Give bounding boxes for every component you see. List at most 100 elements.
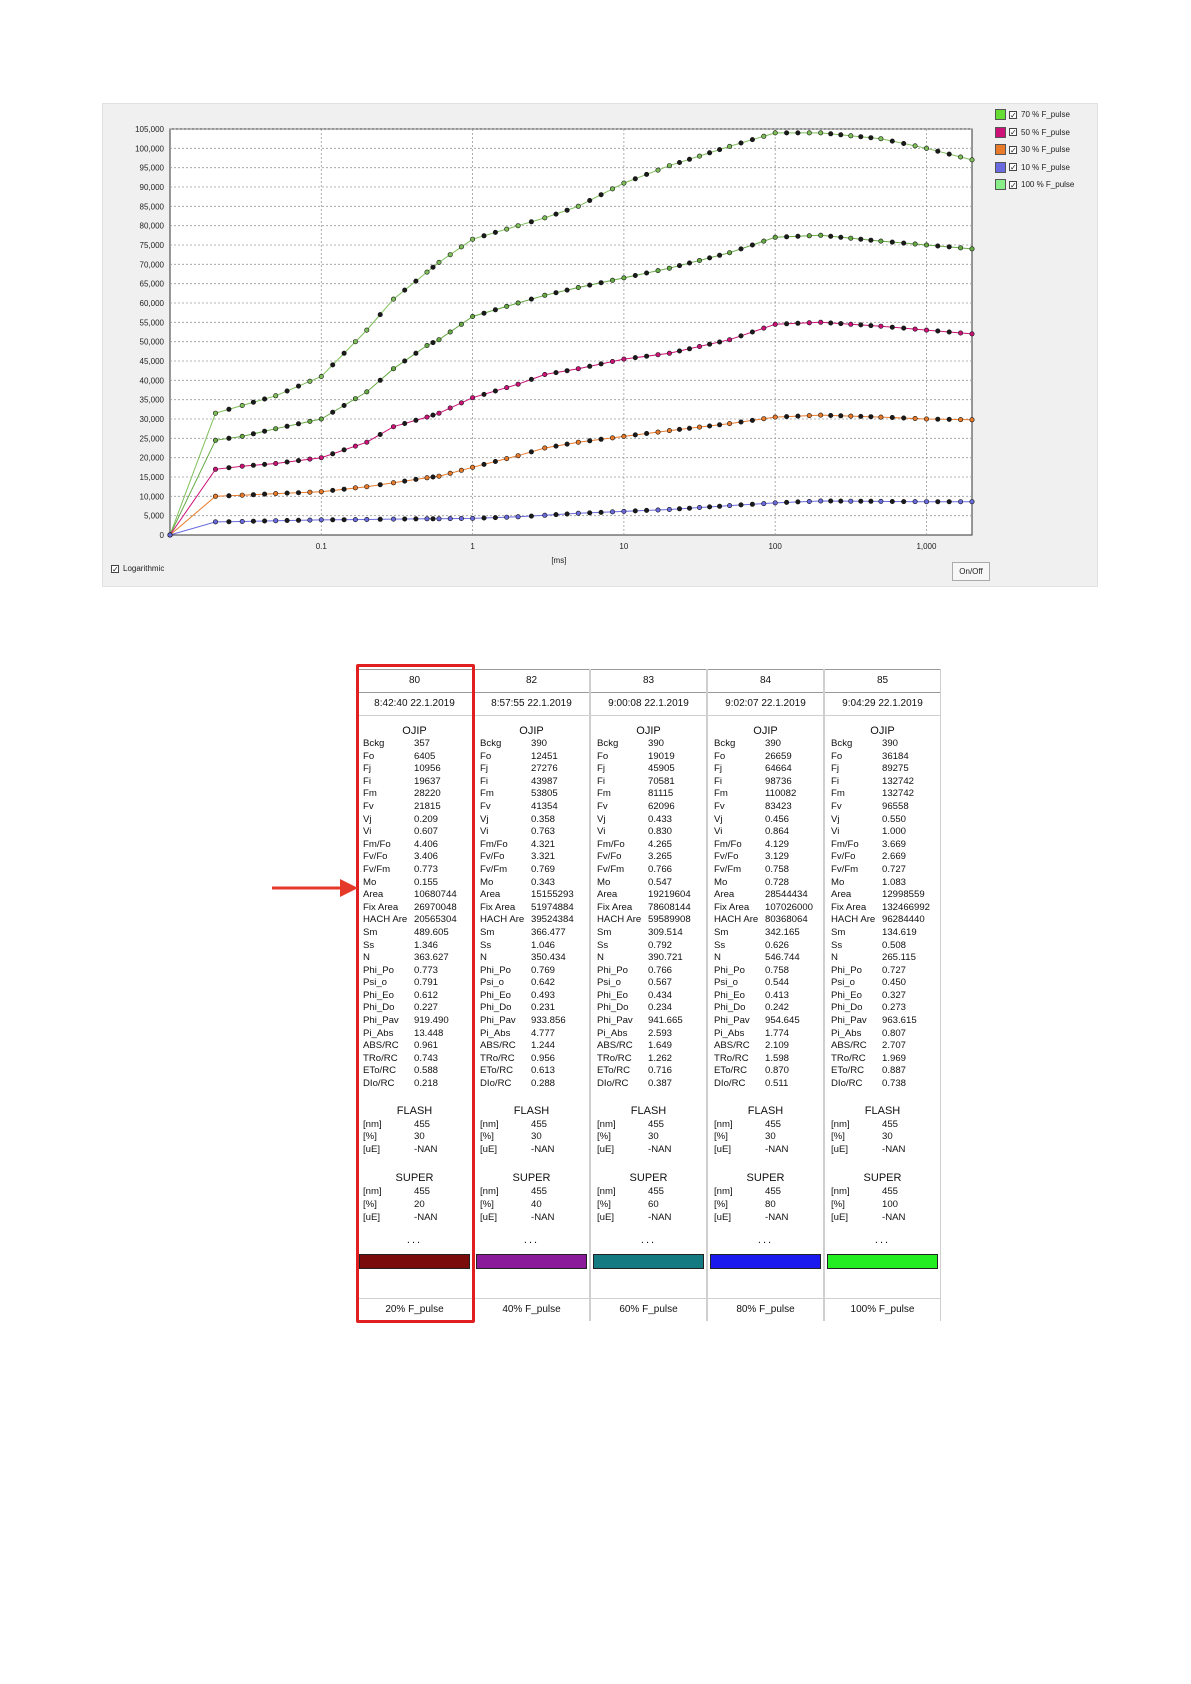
data-point (686, 156, 692, 162)
checkbox-icon[interactable]: ✓ (1009, 163, 1017, 173)
flash-row: [nm] 455 (708, 1119, 823, 1132)
param-row: N 546.744 (708, 952, 823, 965)
param-row: DIo/RC 0.511 (708, 1078, 823, 1091)
data-point (806, 130, 812, 136)
param-name: Phi_Po (480, 964, 511, 976)
param-name: Phi_Eo (714, 989, 745, 1001)
param-name: Psi_o (831, 977, 855, 989)
param-value: -NAN (765, 1211, 789, 1223)
measurement-column-82[interactable]: 82 8:57:55 22.1.2019 OJIP Bckg 390 Fo 12451 Fj 2… (473, 669, 590, 1321)
measurement-column-85[interactable]: 85 9:04:29 22.1.2019 OJIP Bckg 390 Fo 36184 Fj 8… (824, 669, 941, 1321)
param-value: 0.511 (765, 1078, 789, 1090)
data-point (447, 516, 453, 522)
param-value: 0.716 (648, 1065, 673, 1077)
data-point (213, 519, 219, 525)
param-value: 10956 (414, 763, 441, 775)
param-value: -NAN (531, 1143, 555, 1155)
data-point (838, 321, 844, 327)
super-row: [uE] -NAN (708, 1212, 823, 1225)
data-point (250, 462, 256, 468)
data-point (727, 421, 733, 427)
param-row: Vi 0.763 (474, 826, 589, 839)
data-point (901, 415, 907, 421)
logarithmic-toggle[interactable]: ✓ Logarithmic (111, 564, 164, 573)
data-point (262, 491, 268, 497)
data-point (686, 260, 692, 266)
measurement-column-83[interactable]: 83 9:00:08 22.1.2019 OJIP Bckg 390 Fo 19019 Fj 4… (590, 669, 707, 1321)
checkbox-icon[interactable]: ✓ (1009, 128, 1017, 138)
legend-item[interactable]: ✓ 10 % F_pulse (995, 159, 1095, 177)
param-row: Fv/Fo 2.669 (825, 851, 940, 864)
data-point (969, 157, 975, 163)
data-point (402, 516, 408, 522)
legend-item[interactable]: ✓ 50 % F_pulse (995, 124, 1095, 142)
legend-swatch (995, 144, 1006, 156)
data-point (250, 399, 256, 405)
legend-item[interactable]: ✓ 70 % F_pulse (995, 106, 1095, 124)
flash-row: [%] 30 (591, 1131, 706, 1144)
data-point (528, 376, 534, 382)
param-row: TRo/RC 0.743 (357, 1053, 472, 1066)
data-point (553, 290, 559, 296)
data-point (878, 136, 884, 142)
color-swatch-bar (827, 1254, 938, 1270)
data-point (686, 425, 692, 431)
legend-label: 100 % F_pulse (1021, 180, 1075, 190)
param-row: Fm/Fo 4.321 (474, 839, 589, 852)
data-point (284, 388, 290, 394)
data-point (632, 355, 638, 361)
param-name: [%] (714, 1199, 728, 1210)
data-point (239, 492, 245, 498)
param-value: 0.766 (648, 863, 673, 875)
data-point (390, 366, 396, 372)
param-value: 0.413 (765, 989, 790, 1001)
legend-item[interactable]: ✓ 30 % F_pulse (995, 141, 1095, 159)
param-value: 546.744 (765, 952, 800, 964)
param-name: Fv (363, 800, 374, 812)
data-point (436, 259, 442, 265)
param-value: 4.777 (531, 1027, 556, 1039)
data-point (390, 424, 396, 430)
data-point (250, 492, 256, 498)
param-value: 0.544 (765, 977, 790, 989)
param-name: Vi (597, 826, 606, 838)
checkbox-icon[interactable]: ✓ (1009, 145, 1017, 155)
measurement-column-84[interactable]: 84 9:02:07 22.1.2019 OJIP Bckg 390 Fo 26659 Fj 6… (707, 669, 824, 1321)
data-point (878, 498, 884, 504)
checkbox-icon[interactable]: ✓ (1009, 110, 1017, 120)
param-name: Phi_Po (597, 964, 628, 976)
data-point (828, 412, 834, 418)
param-name: Pi_Abs (480, 1027, 511, 1039)
param-name: [nm] (363, 1118, 382, 1130)
data-point (341, 350, 347, 356)
param-name: Vi (714, 826, 723, 838)
data-point (806, 233, 812, 239)
param-name: Fm (831, 788, 845, 800)
data-point (707, 341, 713, 347)
data-point (806, 320, 812, 326)
param-row: Fm/Fo 4.265 (591, 839, 706, 852)
checkbox-icon[interactable]: ✓ (1009, 180, 1017, 190)
data-point (341, 447, 347, 453)
data-point (470, 236, 476, 242)
y-tick-label: 100,000 (135, 144, 164, 153)
data-point (609, 186, 615, 192)
legend-item[interactable]: ✓ 100 % F_pulse (995, 176, 1095, 194)
param-name: Fm/Fo (831, 838, 859, 850)
param-name: Phi_Eo (363, 989, 394, 1001)
data-point (644, 270, 650, 276)
param-name: Pi_Abs (597, 1027, 628, 1039)
param-row: Fi 70581 (591, 776, 706, 789)
param-row: Fo 12451 (474, 751, 589, 764)
flash-row: [%] 30 (474, 1131, 589, 1144)
on-off-button[interactable]: On/Off (952, 562, 990, 581)
measurement-column-80[interactable]: 80 8:42:40 22.1.2019 OJIP Bckg 357 Fo 6405 Fj 10… (356, 669, 473, 1321)
data-point (481, 233, 487, 239)
flash-row: [uE] -NAN (357, 1144, 472, 1157)
column-id: 80 (357, 669, 472, 693)
checkbox-icon[interactable]: ✓ (111, 564, 119, 574)
param-value: -NAN (531, 1211, 555, 1223)
param-value: 60 (648, 1199, 659, 1210)
param-value: 0.547 (648, 876, 673, 888)
super-row: [%] 20 (357, 1199, 472, 1212)
